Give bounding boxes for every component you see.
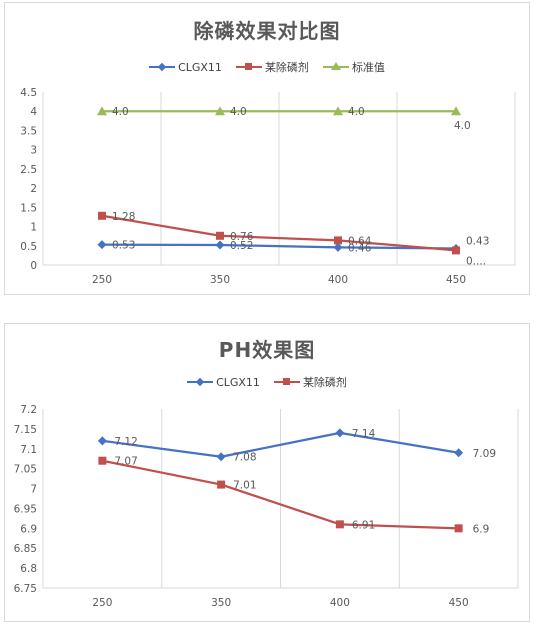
- series-line: [101, 243, 457, 250]
- legend-label: CLGX11: [216, 375, 260, 389]
- x-tick-label: 350: [211, 597, 231, 609]
- data-point: [216, 452, 226, 462]
- chart-ph-effect: PH效果图 CLGX11 某除磷剂 6.75 6.8 6.85 6.9 6.95 7 7.0…: [4, 323, 530, 622]
- data-point: [451, 106, 461, 116]
- legend-item-phosphorus-agent: 某除磷剂: [273, 374, 347, 390]
- data-point: [333, 106, 343, 116]
- chart-title: PH效果图: [218, 338, 316, 362]
- legend-diamond-icon: [149, 62, 176, 72]
- data-label: 7.14: [352, 428, 376, 440]
- chart-plot-area: 6.75 6.8 6.85 6.9 6.95 7 7.05 7.1 7.15 7.2 250 350 4…: [14, 404, 519, 609]
- y-tick-label: 0: [30, 260, 37, 272]
- legend-label: 某除磷剂: [302, 376, 347, 389]
- legend-label: 某除磷剂: [264, 61, 309, 74]
- series-line: [101, 214, 457, 252]
- chart-plot-area: 0 0.5 1 1.5 2 2.5 3 3.5 4 4.5 250 350 400 450 0.53 0.52…: [20, 87, 516, 286]
- y-tick-label: 0.5: [20, 241, 37, 253]
- data-point: [97, 106, 107, 116]
- data-label: 0.64: [348, 235, 372, 247]
- y-tick-label: 2.5: [20, 164, 37, 176]
- data-label: 4.0: [230, 106, 247, 118]
- x-tick-label: 450: [446, 274, 466, 286]
- data-point: [452, 246, 460, 255]
- y-tick-label: 6.95: [14, 503, 37, 515]
- data-point: [98, 211, 106, 220]
- y-tick-label: 7.15: [14, 424, 37, 436]
- legend-label: 标准值: [351, 61, 385, 74]
- y-tick-label: 2: [30, 183, 37, 195]
- legend-diamond-icon: [187, 377, 214, 387]
- data-point: [97, 240, 107, 250]
- chart-legend: CLGX11 某除磷剂 标准值: [5, 59, 529, 75]
- data-point: [335, 520, 344, 529]
- data-label: 7.01: [233, 480, 256, 492]
- legend-item-clgx11: CLGX11: [149, 59, 222, 75]
- data-label: 0.46: [348, 242, 372, 254]
- y-tick-label: 6.75: [14, 583, 37, 595]
- data-label: 7.08: [233, 452, 256, 464]
- legend-item-standard: 标准值: [322, 59, 385, 75]
- legend-square-icon: [273, 377, 300, 387]
- y-tick-label: 6.8: [20, 563, 37, 575]
- chart-legend: CLGX11 某除磷剂: [5, 374, 529, 390]
- series-line: [102, 431, 459, 458]
- data-label: 0.52: [230, 240, 253, 252]
- legend-item-phosphorus-agent: 某除磷剂: [235, 59, 309, 75]
- data-point: [97, 436, 107, 446]
- data-label: 4.0: [112, 106, 129, 118]
- data-label: 4.0: [348, 106, 365, 118]
- y-tick-label: 3.5: [20, 125, 37, 137]
- data-label: 7.07: [114, 456, 137, 468]
- data-label: 4.0: [454, 120, 471, 132]
- x-tick-label: 350: [210, 274, 230, 286]
- chart-title: 除磷效果对比图: [193, 19, 341, 43]
- x-tick-label: 450: [449, 597, 469, 609]
- legend-item-clgx11: CLGX11: [187, 374, 260, 390]
- data-label: 6.9: [473, 523, 490, 535]
- data-label: 0.53: [112, 240, 135, 252]
- data-point: [334, 236, 342, 245]
- chart-phosphorus-removal: 除磷效果对比图 CLGX11 某除磷剂 标准值 0 0.5 1 1.5 2 2.5 3 3.5…: [4, 2, 530, 295]
- y-tick-label: 4: [30, 106, 37, 118]
- data-label: 7.09: [473, 448, 496, 460]
- series-line: [102, 459, 459, 530]
- y-tick-label: 1.5: [20, 202, 37, 214]
- data-point: [216, 231, 224, 240]
- legend-label: CLGX11: [178, 60, 222, 74]
- data-point: [333, 242, 343, 252]
- data-point: [215, 240, 225, 250]
- x-tick-label: 250: [92, 597, 112, 609]
- y-tick-label: 7.2: [20, 404, 37, 416]
- data-label: 6.91: [352, 519, 375, 531]
- data-label: 0.43: [466, 235, 489, 247]
- x-tick-label: 400: [330, 597, 350, 609]
- data-point: [335, 428, 345, 438]
- legend-square-icon: [235, 62, 262, 72]
- data-point: [454, 524, 463, 533]
- x-tick-label: 400: [328, 274, 348, 286]
- data-point: [98, 456, 107, 465]
- x-tick-label: 250: [92, 274, 112, 286]
- y-tick-label: 6.85: [14, 543, 37, 555]
- data-point: [217, 480, 226, 489]
- data-label: 0.76: [230, 231, 254, 243]
- y-tick-label: 7: [30, 484, 37, 496]
- data-point: [454, 448, 464, 458]
- data-label: 7.12: [114, 436, 137, 448]
- data-point: [215, 106, 225, 116]
- y-tick-label: 6.9: [20, 523, 37, 535]
- y-tick-label: 1: [30, 222, 37, 234]
- y-tick-label: 7.1: [20, 444, 37, 456]
- y-tick-label: 7.05: [14, 464, 37, 476]
- data-label: 1.28: [112, 211, 135, 223]
- legend-triangle-icon: [322, 62, 349, 72]
- y-tick-label: 3: [30, 145, 37, 157]
- data-label: 0....: [466, 255, 486, 267]
- y-tick-label: 4.5: [20, 87, 37, 99]
